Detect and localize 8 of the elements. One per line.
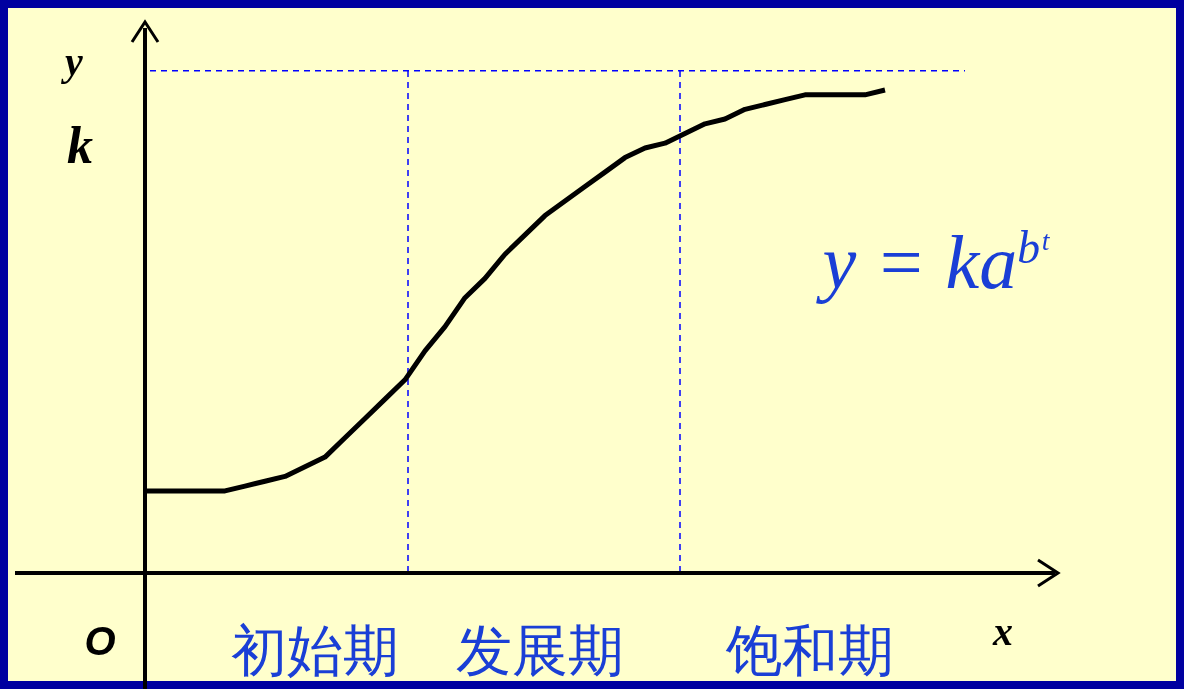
annotation: y = ka$^{bᵗ}$ [815, 220, 1050, 304]
x-axis-title: x [992, 609, 1013, 654]
text: 发展期 [456, 618, 624, 683]
text: O [84, 619, 116, 663]
y-axis-title: y [61, 39, 84, 84]
text: 初始期 [231, 618, 399, 683]
ref-line-label: k [67, 116, 93, 174]
text: 饱和期 [725, 618, 894, 683]
